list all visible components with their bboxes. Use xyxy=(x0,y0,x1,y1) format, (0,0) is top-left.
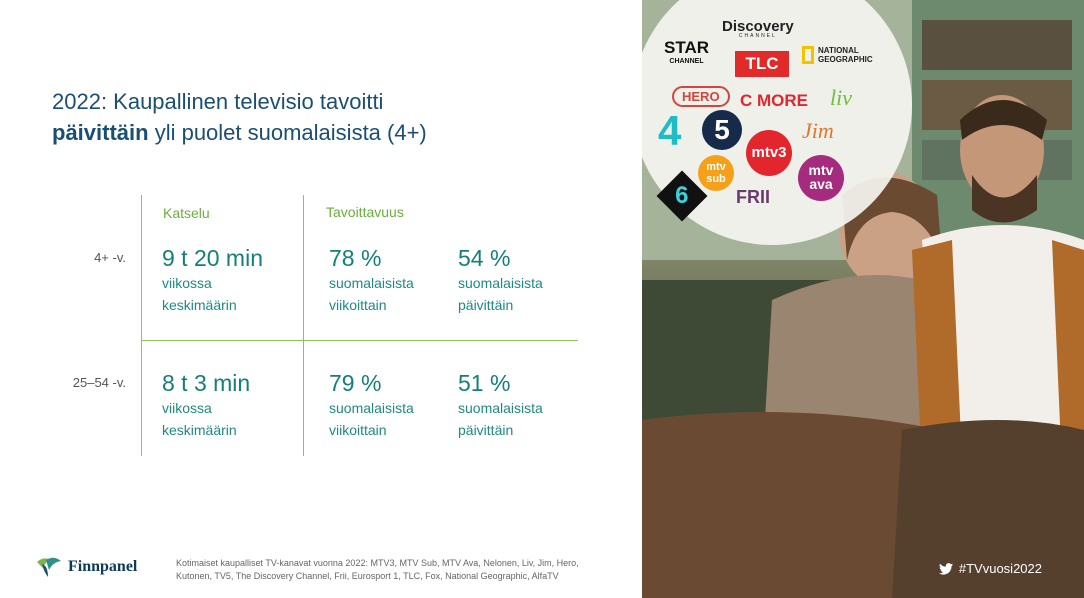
column-header-katselu: Katselu xyxy=(163,205,210,221)
title-bold-word: päivittäin xyxy=(52,120,149,145)
hashtag: #TVvuosi2022 xyxy=(938,561,1042,576)
star-logo-sub: CHANNEL xyxy=(669,58,704,65)
title-line-1: 2022: Kaupallinen televisio tavoitti xyxy=(52,89,384,114)
row1-daily-cell: 54 % suomalaisista päivittäin xyxy=(458,244,543,316)
kutonen-logo-text: 6 xyxy=(675,181,689,209)
hashtag-text: #TVvuosi2022 xyxy=(958,561,1042,576)
table-divider-left xyxy=(141,195,142,456)
star-logo-text: STAR xyxy=(664,38,710,57)
row2-watch-sub2: keskimäärin xyxy=(162,422,237,438)
page-title: 2022: Kaupallinen televisio tavoitti päi… xyxy=(52,86,612,148)
star-channel-logo: STAR CHANNEL xyxy=(664,38,709,65)
mtv-sub-logo: mtv sub xyxy=(698,155,734,191)
row2-daily-sub1: suomalaisista xyxy=(458,400,543,416)
couple-photo-illustration xyxy=(642,0,1084,598)
row2-weekly-cell: 79 % suomalaisista viikoittain xyxy=(329,369,414,441)
mtv-ava-line-2: ava xyxy=(809,176,833,192)
footnote: Kotimaiset kaupalliset TV-kanavat vuonna… xyxy=(176,558,579,581)
finnpanel-leaf-icon xyxy=(37,557,61,577)
row2-daily-cell: 51 % suomalaisista päivittäin xyxy=(458,369,543,441)
mtv-ava-line-1: mtv xyxy=(808,162,834,178)
cmore-logo: C MORE xyxy=(740,91,808,110)
hero-logo: HERO xyxy=(672,86,730,107)
discovery-logo-sub: CHANNEL xyxy=(738,33,777,39)
natgeo-text: NATIONAL GEOGRAPHIC xyxy=(818,46,873,64)
natgeo-line-1: NATIONAL xyxy=(818,46,859,55)
jim-logo: Jim xyxy=(802,118,834,143)
row1-weekly-sub2: viikoittain xyxy=(329,297,387,313)
finnpanel-logo-text: Finnpanel xyxy=(68,558,138,575)
table-divider-middle xyxy=(303,195,304,456)
mtv-ava-logo: mtv ava xyxy=(798,155,844,201)
row1-weekly-sub1: suomalaisista xyxy=(329,275,414,291)
discovery-logo: Discovery CHANNEL xyxy=(722,18,794,39)
row2-watch-cell: 8 t 3 min viikossa keskimäärin xyxy=(162,369,250,441)
row1-daily-value: 54 % xyxy=(458,245,511,271)
finnpanel-logo: Finnpanel xyxy=(36,556,137,578)
row1-daily-sub1: suomalaisista xyxy=(458,275,543,291)
row2-weekly-sub2: viikoittain xyxy=(329,422,387,438)
title-line-2: päivittäin yli puolet suomalaisista (4+) xyxy=(52,117,612,148)
row2-watch-sub1: viikossa xyxy=(162,400,212,416)
mtv3-logo: mtv3 xyxy=(746,130,792,176)
nelonen-logo: 4 xyxy=(658,107,682,154)
row-label-25-54: 25–54 -v. xyxy=(72,375,126,390)
row1-weekly-value: 78 % xyxy=(329,245,382,271)
row-label-4plus: 4+ -v. xyxy=(94,250,126,265)
mtv-sub-line-1: mtv xyxy=(706,161,726,173)
tlc-logo: TLC xyxy=(735,51,789,77)
row2-daily-value: 51 % xyxy=(458,370,511,396)
hero-photo: Discovery CHANNEL STAR CHANNEL TLC NATIO… xyxy=(642,0,1084,598)
title-line-2-rest: yli puolet suomalaisista (4+) xyxy=(148,120,427,145)
row1-watch-value: 9 t 20 min xyxy=(162,245,263,271)
natgeo-frame-icon xyxy=(802,46,814,64)
row1-daily-sub2: päivittäin xyxy=(458,297,514,313)
row2-watch-value: 8 t 3 min xyxy=(162,370,251,396)
row1-watch-sub1: viikossa xyxy=(162,275,212,291)
row2-weekly-sub1: suomalaisista xyxy=(329,400,414,416)
liv-logo: liv xyxy=(830,85,852,110)
row2-daily-sub2: päivittäin xyxy=(458,422,514,438)
natgeo-line-2: GEOGRAPHIC xyxy=(818,55,873,64)
national-geographic-logo: NATIONAL GEOGRAPHIC xyxy=(802,46,873,64)
row1-watch-sub2: keskimäärin xyxy=(162,297,237,313)
row1-watch-cell: 9 t 20 min viikossa keskimäärin xyxy=(162,244,263,316)
row2-weekly-value: 79 % xyxy=(329,370,382,396)
mtv-sub-line-2: sub xyxy=(706,173,726,185)
column-header-tavoittavuus: Tavoittavuus xyxy=(326,204,404,220)
row1-weekly-cell: 78 % suomalaisista viikoittain xyxy=(329,244,414,316)
twitter-icon xyxy=(938,562,953,575)
tv5-logo: 5 xyxy=(702,110,742,150)
discovery-logo-text: Discovery xyxy=(722,18,794,35)
frii-logo: FRII xyxy=(736,187,770,207)
table-divider-horizontal xyxy=(141,340,578,341)
